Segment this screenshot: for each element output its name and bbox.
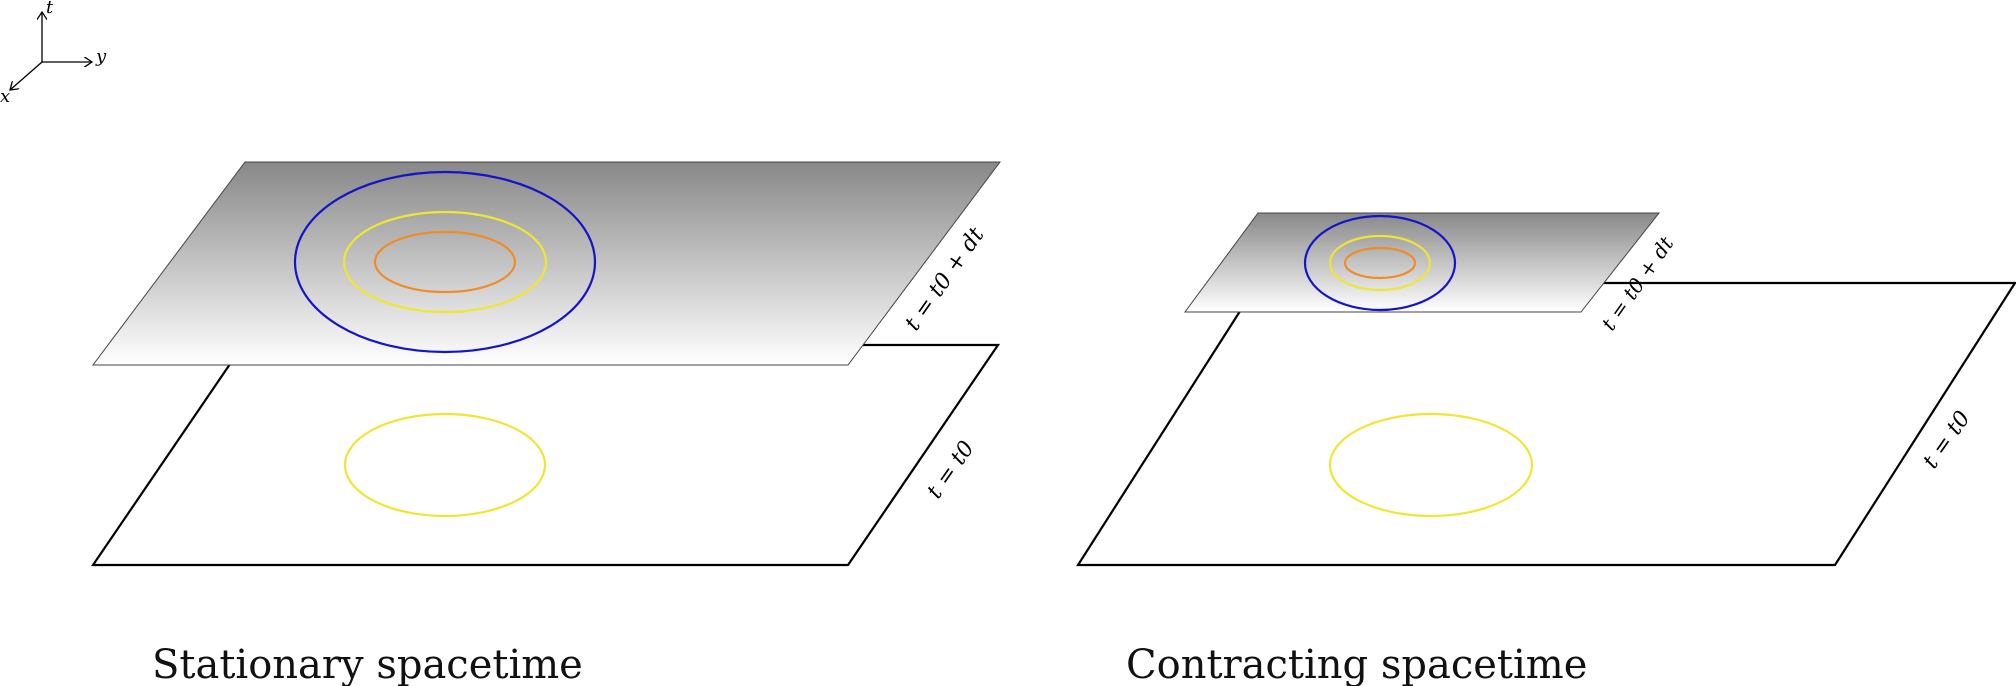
- lower-plane: [1075, 281, 2016, 567]
- upper-plane: [1184, 212, 1661, 313]
- inner-contour: [373, 230, 517, 294]
- middle-contour: [1328, 234, 1432, 292]
- lower-plane-label: t = t0: [922, 437, 979, 504]
- axes-triad: t y x: [0, 0, 107, 107]
- outer-contour: [1303, 214, 1457, 312]
- x-axis-label: x: [0, 86, 10, 107]
- lower-plane: [90, 343, 1001, 567]
- inner-contour: [1343, 246, 1417, 280]
- y-axis-label: y: [95, 46, 107, 67]
- x-axis: [10, 61, 43, 90]
- panel-contracting: t = t0 t = t0 + dt Contracting spacetime: [1075, 212, 2016, 686]
- lower-plane-contour: [1328, 412, 1534, 518]
- middle-contour: [342, 210, 548, 314]
- t-axis-label: t: [46, 0, 54, 18]
- panel-stationary: t = t0 t = t0 + dt Stationary spacetime: [90, 161, 1001, 686]
- panel-caption: Contracting spacetime: [1126, 642, 1587, 686]
- panel-caption: Stationary spacetime: [152, 642, 583, 686]
- lower-plane-contour: [343, 412, 547, 518]
- outer-contour: [293, 170, 597, 354]
